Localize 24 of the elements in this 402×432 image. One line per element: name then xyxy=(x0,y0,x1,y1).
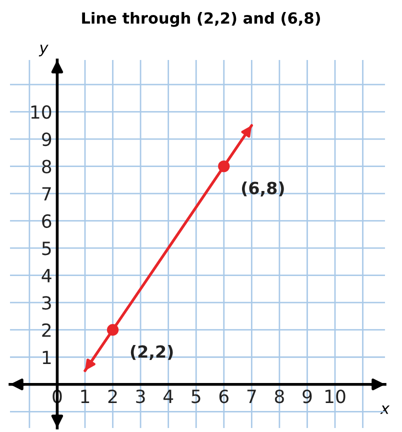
y-tick-label: 10 xyxy=(31,105,52,119)
x-tick-label: 2 xyxy=(108,390,117,403)
y-tick-label: 1 xyxy=(42,350,51,364)
x-tick-label: 3 xyxy=(136,390,145,404)
y-tick-label: 6 xyxy=(42,214,52,228)
annotation: (2,2) xyxy=(130,345,173,360)
x-tick-label: 4 xyxy=(163,390,174,403)
y-tick-label: 5 xyxy=(42,242,51,256)
x-tick-label: 5 xyxy=(192,390,200,404)
y-tick-label: 2 xyxy=(42,323,51,337)
x-tick-label: 1 xyxy=(81,390,90,403)
x-tick-label: 9 xyxy=(302,390,312,404)
x-tick-label: 7 xyxy=(247,390,256,403)
y-tick-label: 3 xyxy=(42,296,51,310)
y-tick-label: 8 xyxy=(42,160,52,174)
y-tick-label: 7 xyxy=(42,187,51,200)
x-tick-label: 6 xyxy=(219,390,228,404)
x-tick-label: 10 xyxy=(325,390,346,404)
y-tick-label: 9 xyxy=(42,132,52,146)
chart-title: Line through (2,2) and (6,8) xyxy=(82,12,320,27)
annotation: (6,8) xyxy=(242,181,284,196)
y-tick-label: 4 xyxy=(42,269,52,282)
y-axis-title: y xyxy=(38,44,48,56)
x-tick-label: 8 xyxy=(274,390,284,404)
